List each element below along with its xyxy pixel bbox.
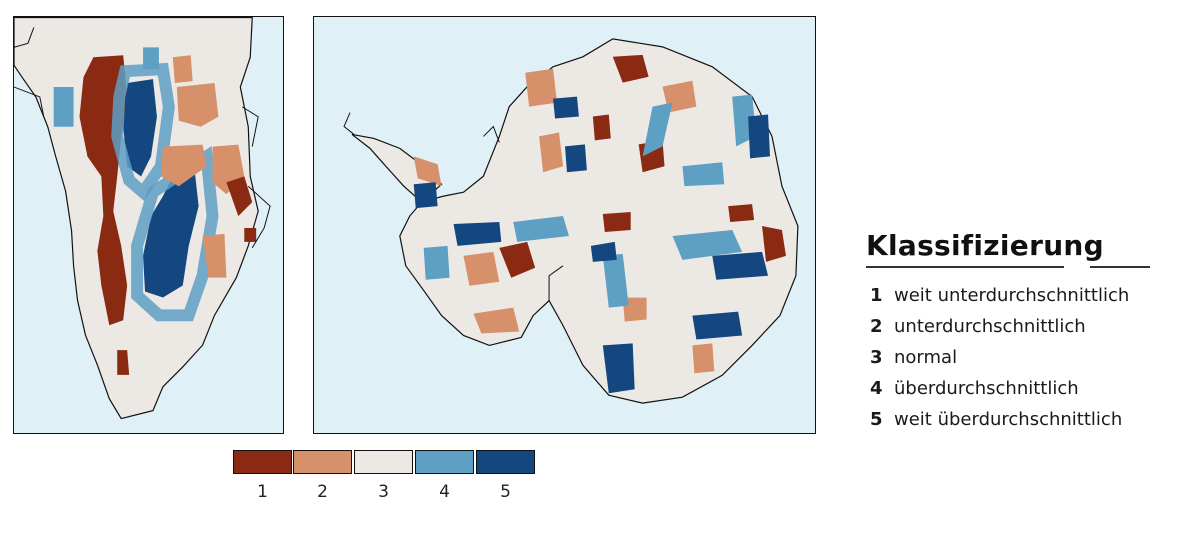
greenland-anomaly-4c <box>53 87 74 127</box>
greenland-land <box>14 17 259 420</box>
antarctica-map <box>313 16 816 434</box>
legend-item-number: 2 <box>870 316 883 337</box>
legend-underline <box>866 266 1150 268</box>
antarctica-map-svg <box>343 38 799 404</box>
greenland-anomaly-2e <box>172 55 193 84</box>
antarctica-anomaly-5h <box>748 114 771 159</box>
greenland-anomaly-2 <box>160 144 207 187</box>
antarctica-anomaly-2g <box>622 297 647 322</box>
legend-item-number: 3 <box>870 347 883 368</box>
greenland-anomaly-2d <box>202 233 227 278</box>
antarctica-coast-detail <box>343 112 564 301</box>
legend-item-3: 3 normal <box>866 342 1166 373</box>
greenland-map-svg <box>14 17 271 420</box>
antarctica-anomaly-1e <box>602 212 631 232</box>
antarctica-anomaly-5a <box>553 96 579 119</box>
antarctica-anomaly-1f <box>762 225 786 262</box>
antarctica-anomaly-2a <box>525 68 558 107</box>
antarctica-anomaly-4a <box>642 102 673 157</box>
antarctica-anomaly-1b <box>592 114 611 141</box>
colorbar-swatch-4 <box>415 450 474 474</box>
antarctica-anomaly-4c <box>672 229 743 260</box>
antarctica-anomaly-4f <box>682 162 725 187</box>
legend-items: 1 weit unterdurchschnittlich 2 unterdurchs… <box>866 280 1166 435</box>
greenland-map <box>13 16 284 434</box>
antarctica-anomaly-4d <box>602 253 629 308</box>
legend-item-label: weit überdurchschnittlich <box>894 409 1123 430</box>
legend-item-2: 2 unterdurchschnittlich <box>866 311 1166 342</box>
greenland-anomaly-4 <box>111 62 175 202</box>
legend-item-label: normal <box>894 347 958 368</box>
antarctica-anomaly-5b <box>564 144 587 173</box>
greenland-anomaly-4d <box>143 47 159 70</box>
colorbar-tick-4: 4 <box>439 482 450 502</box>
antarctica-anomaly-5g <box>413 182 438 209</box>
antarctica-anomaly-2f <box>692 343 715 374</box>
legend-item-label: überdurchschnittlich <box>894 378 1079 399</box>
antarctica-anomaly-1a <box>612 54 649 83</box>
antarctica-anomaly-2h <box>413 156 442 187</box>
antarctica-anomaly-5f <box>602 343 635 394</box>
antarctica-anomaly-1d <box>499 241 536 278</box>
greenland-anomaly-1d <box>244 227 257 242</box>
colorbar-swatch-2 <box>293 450 352 474</box>
colorbar-swatch-1 <box>233 450 292 474</box>
legend-item-number: 4 <box>870 378 883 399</box>
colorbar-swatch-5 <box>476 450 535 474</box>
antarctica-anomaly-2d <box>473 307 520 334</box>
legend-item-1: 1 weit unterdurchschnittlich <box>866 280 1166 311</box>
antarctica-anomaly-5d <box>712 251 769 280</box>
legend-item-label: unterdurchschnittlich <box>894 316 1086 337</box>
greenland-anomaly-2b <box>176 83 219 127</box>
legend: Klassifizierung 1 weit unterdurchschnittl… <box>866 228 1166 435</box>
greenland-anomaly-5b <box>143 170 199 298</box>
legend-item-label: weit unterdurchschnittlich <box>894 285 1130 306</box>
colorbar-tick-3: 3 <box>378 482 389 502</box>
greenland-anomaly-5 <box>123 79 157 177</box>
legend-item-5: 5 weit überdurchschnittlich <box>866 404 1166 435</box>
greenland-anomaly-4b <box>131 146 219 322</box>
legend-item-number: 1 <box>870 285 883 306</box>
colorbar-tick-5: 5 <box>500 482 511 502</box>
colorbar-tick-2: 2 <box>317 482 328 502</box>
antarctica-anomaly-5c <box>453 222 502 246</box>
antarctica-anomaly-2b <box>539 132 564 173</box>
greenland-coast <box>14 27 271 249</box>
colorbar-tick-1: 1 <box>257 482 268 502</box>
antarctica-anomaly-2c <box>463 251 500 286</box>
colorbar-swatch-3 <box>354 450 413 474</box>
antarctica-anomaly-4e <box>513 216 569 242</box>
antarctica-anomaly-1g <box>728 204 755 223</box>
legend-item-number: 5 <box>870 409 883 430</box>
antarctica-anomaly-5i <box>590 241 617 262</box>
legend-title: Klassifizierung <box>866 229 1105 262</box>
legend-item-4: 4 überdurchschnittlich <box>866 373 1166 404</box>
antarctica-anomaly-5e <box>692 311 743 340</box>
greenland-anomaly-1b <box>117 350 130 375</box>
greenland-anomaly-1c <box>226 176 253 217</box>
antarctica-anomaly-4g <box>423 245 450 280</box>
